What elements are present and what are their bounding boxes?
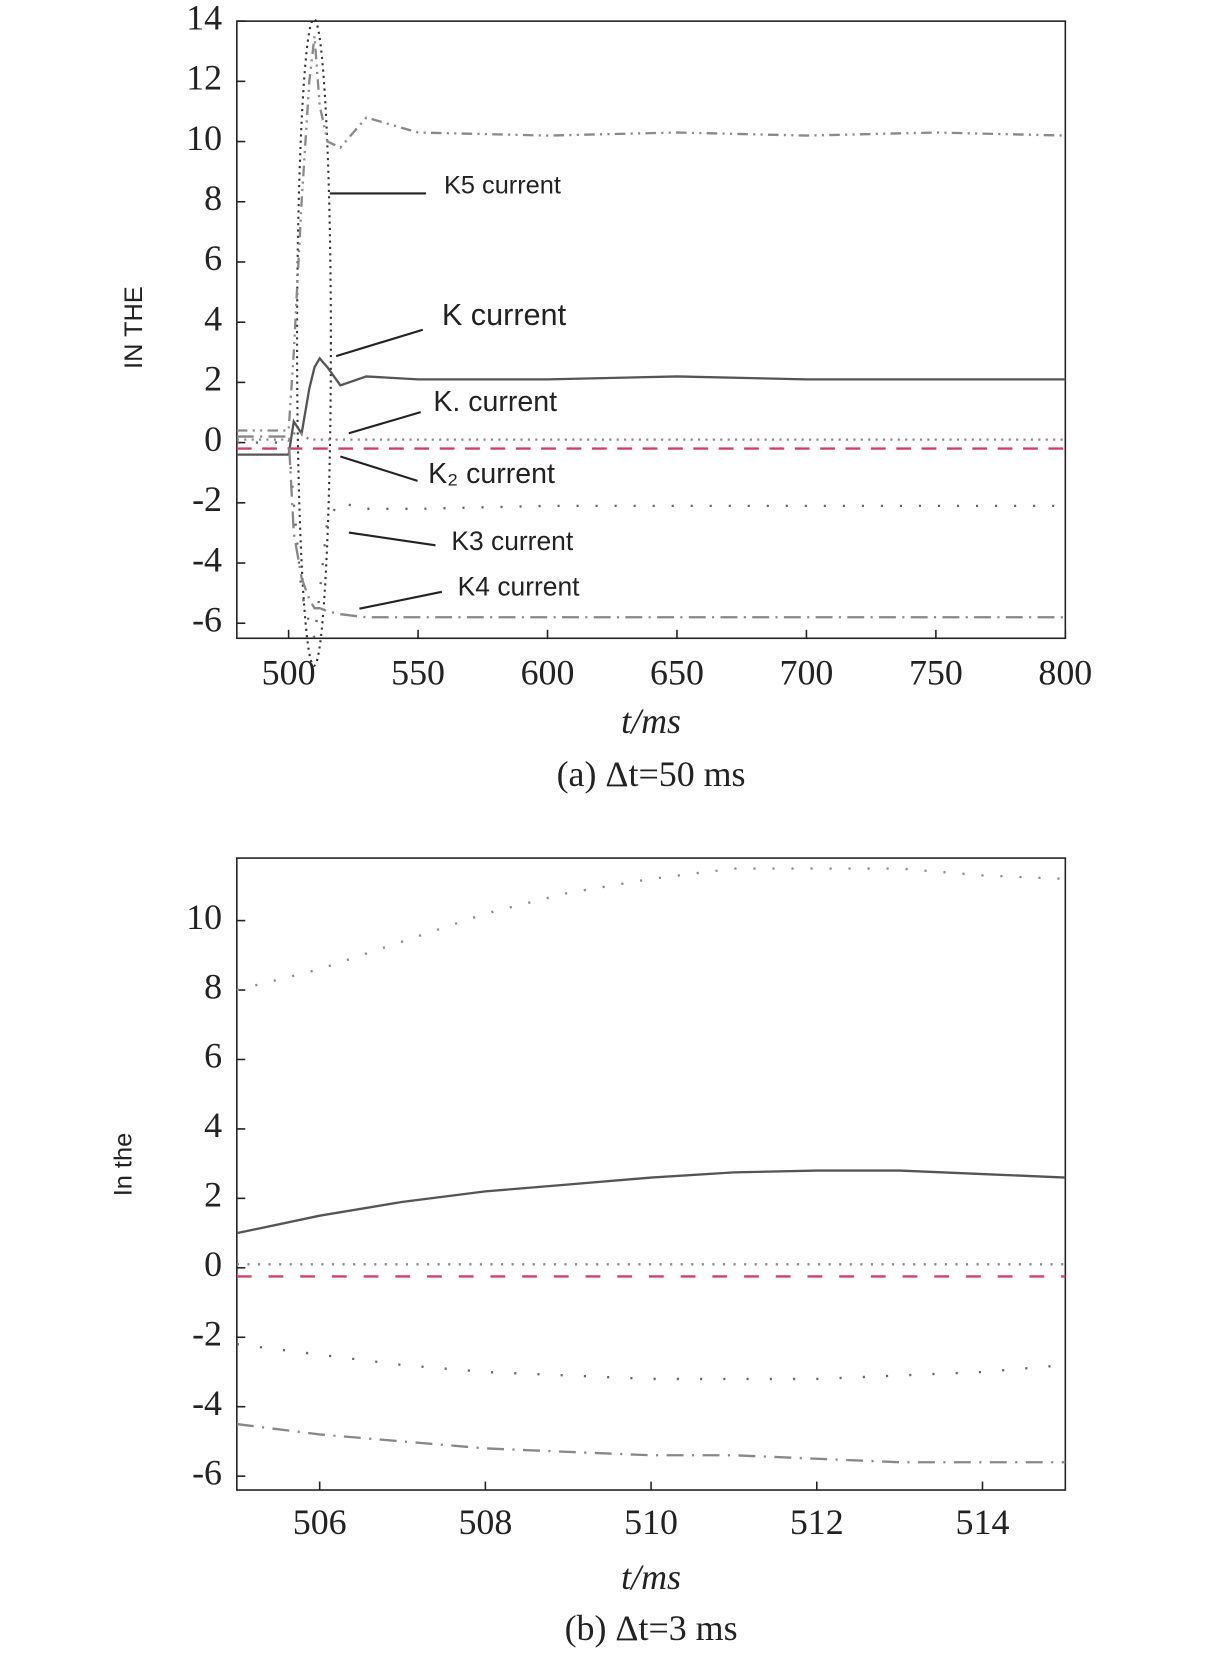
x-tick-label: 800 bbox=[1038, 653, 1092, 693]
y-tick-label: 2 bbox=[204, 359, 222, 399]
annotation: K3 current bbox=[451, 526, 573, 556]
annotation-leader bbox=[348, 531, 436, 547]
y-tick-label: 4 bbox=[204, 1105, 222, 1145]
annotation-leader bbox=[348, 411, 422, 435]
series-line bbox=[236, 356, 1066, 456]
y-tick-label: 12 bbox=[186, 58, 222, 98]
y-tick-label: -4 bbox=[192, 539, 222, 579]
annotation-leader bbox=[340, 455, 418, 482]
x-tick-label: 514 bbox=[956, 1502, 1010, 1542]
y-tick-label: 6 bbox=[204, 238, 222, 278]
y-tick-label: -2 bbox=[192, 1314, 222, 1354]
y-tick-label: 8 bbox=[204, 178, 222, 218]
series-line bbox=[236, 36, 1066, 432]
series-line bbox=[236, 1422, 1066, 1464]
y-tick-label: 8 bbox=[204, 966, 222, 1006]
caption: (a) Δt=50 ms bbox=[557, 754, 746, 794]
plot-frame bbox=[236, 20, 1067, 640]
x-tick-label: 550 bbox=[391, 653, 445, 693]
series-line bbox=[236, 432, 1066, 441]
y-tick-label: 6 bbox=[204, 1036, 222, 1076]
y-tick-label: 2 bbox=[204, 1175, 222, 1215]
x-tick-label: 508 bbox=[458, 1502, 512, 1542]
y-tick-label: 0 bbox=[204, 1244, 222, 1284]
y-tick-label: 4 bbox=[204, 298, 222, 338]
y-tick-label: 0 bbox=[204, 419, 222, 459]
x-tick-label: 700 bbox=[779, 653, 833, 693]
y-tick-label: 10 bbox=[186, 897, 222, 937]
x-axis-label: t/ms bbox=[621, 701, 681, 741]
caption: (b) Δt=3 ms bbox=[565, 1608, 738, 1648]
x-tick-label: 506 bbox=[293, 1502, 347, 1542]
y-tick-label: -6 bbox=[192, 1452, 222, 1492]
x-tick-label: 600 bbox=[521, 653, 575, 693]
x-tick-label: 510 bbox=[624, 1502, 678, 1542]
x-tick-label: 500 bbox=[262, 653, 316, 693]
y-axis-label: IN THE bbox=[120, 286, 148, 369]
series-line bbox=[236, 1343, 1066, 1381]
y-axis-label: In the bbox=[110, 1133, 138, 1196]
annotation: K₂ current bbox=[428, 458, 555, 490]
y-tick-label: -4 bbox=[192, 1383, 222, 1423]
y-tick-label: -2 bbox=[192, 479, 222, 519]
plot-frame bbox=[236, 857, 1067, 1491]
series-line bbox=[236, 867, 1066, 992]
series-line bbox=[236, 1169, 1066, 1235]
y-tick-label: 10 bbox=[186, 118, 222, 158]
annotation-leader bbox=[359, 590, 443, 610]
y-tick-label: 14 bbox=[186, 0, 222, 37]
x-tick-label: 750 bbox=[909, 653, 963, 693]
highlight-ellipse bbox=[296, 17, 332, 667]
annotation: K current bbox=[442, 298, 567, 332]
x-tick-label: 650 bbox=[650, 653, 704, 693]
y-tick-label: -6 bbox=[192, 599, 222, 639]
annotation: K5 current bbox=[444, 172, 561, 200]
annotation-leader bbox=[335, 328, 424, 358]
annotation: K. current bbox=[433, 386, 557, 418]
x-tick-label: 512 bbox=[790, 1502, 844, 1542]
x-axis-label: t/ms bbox=[621, 1557, 681, 1597]
annotation: K4 current bbox=[458, 572, 580, 602]
